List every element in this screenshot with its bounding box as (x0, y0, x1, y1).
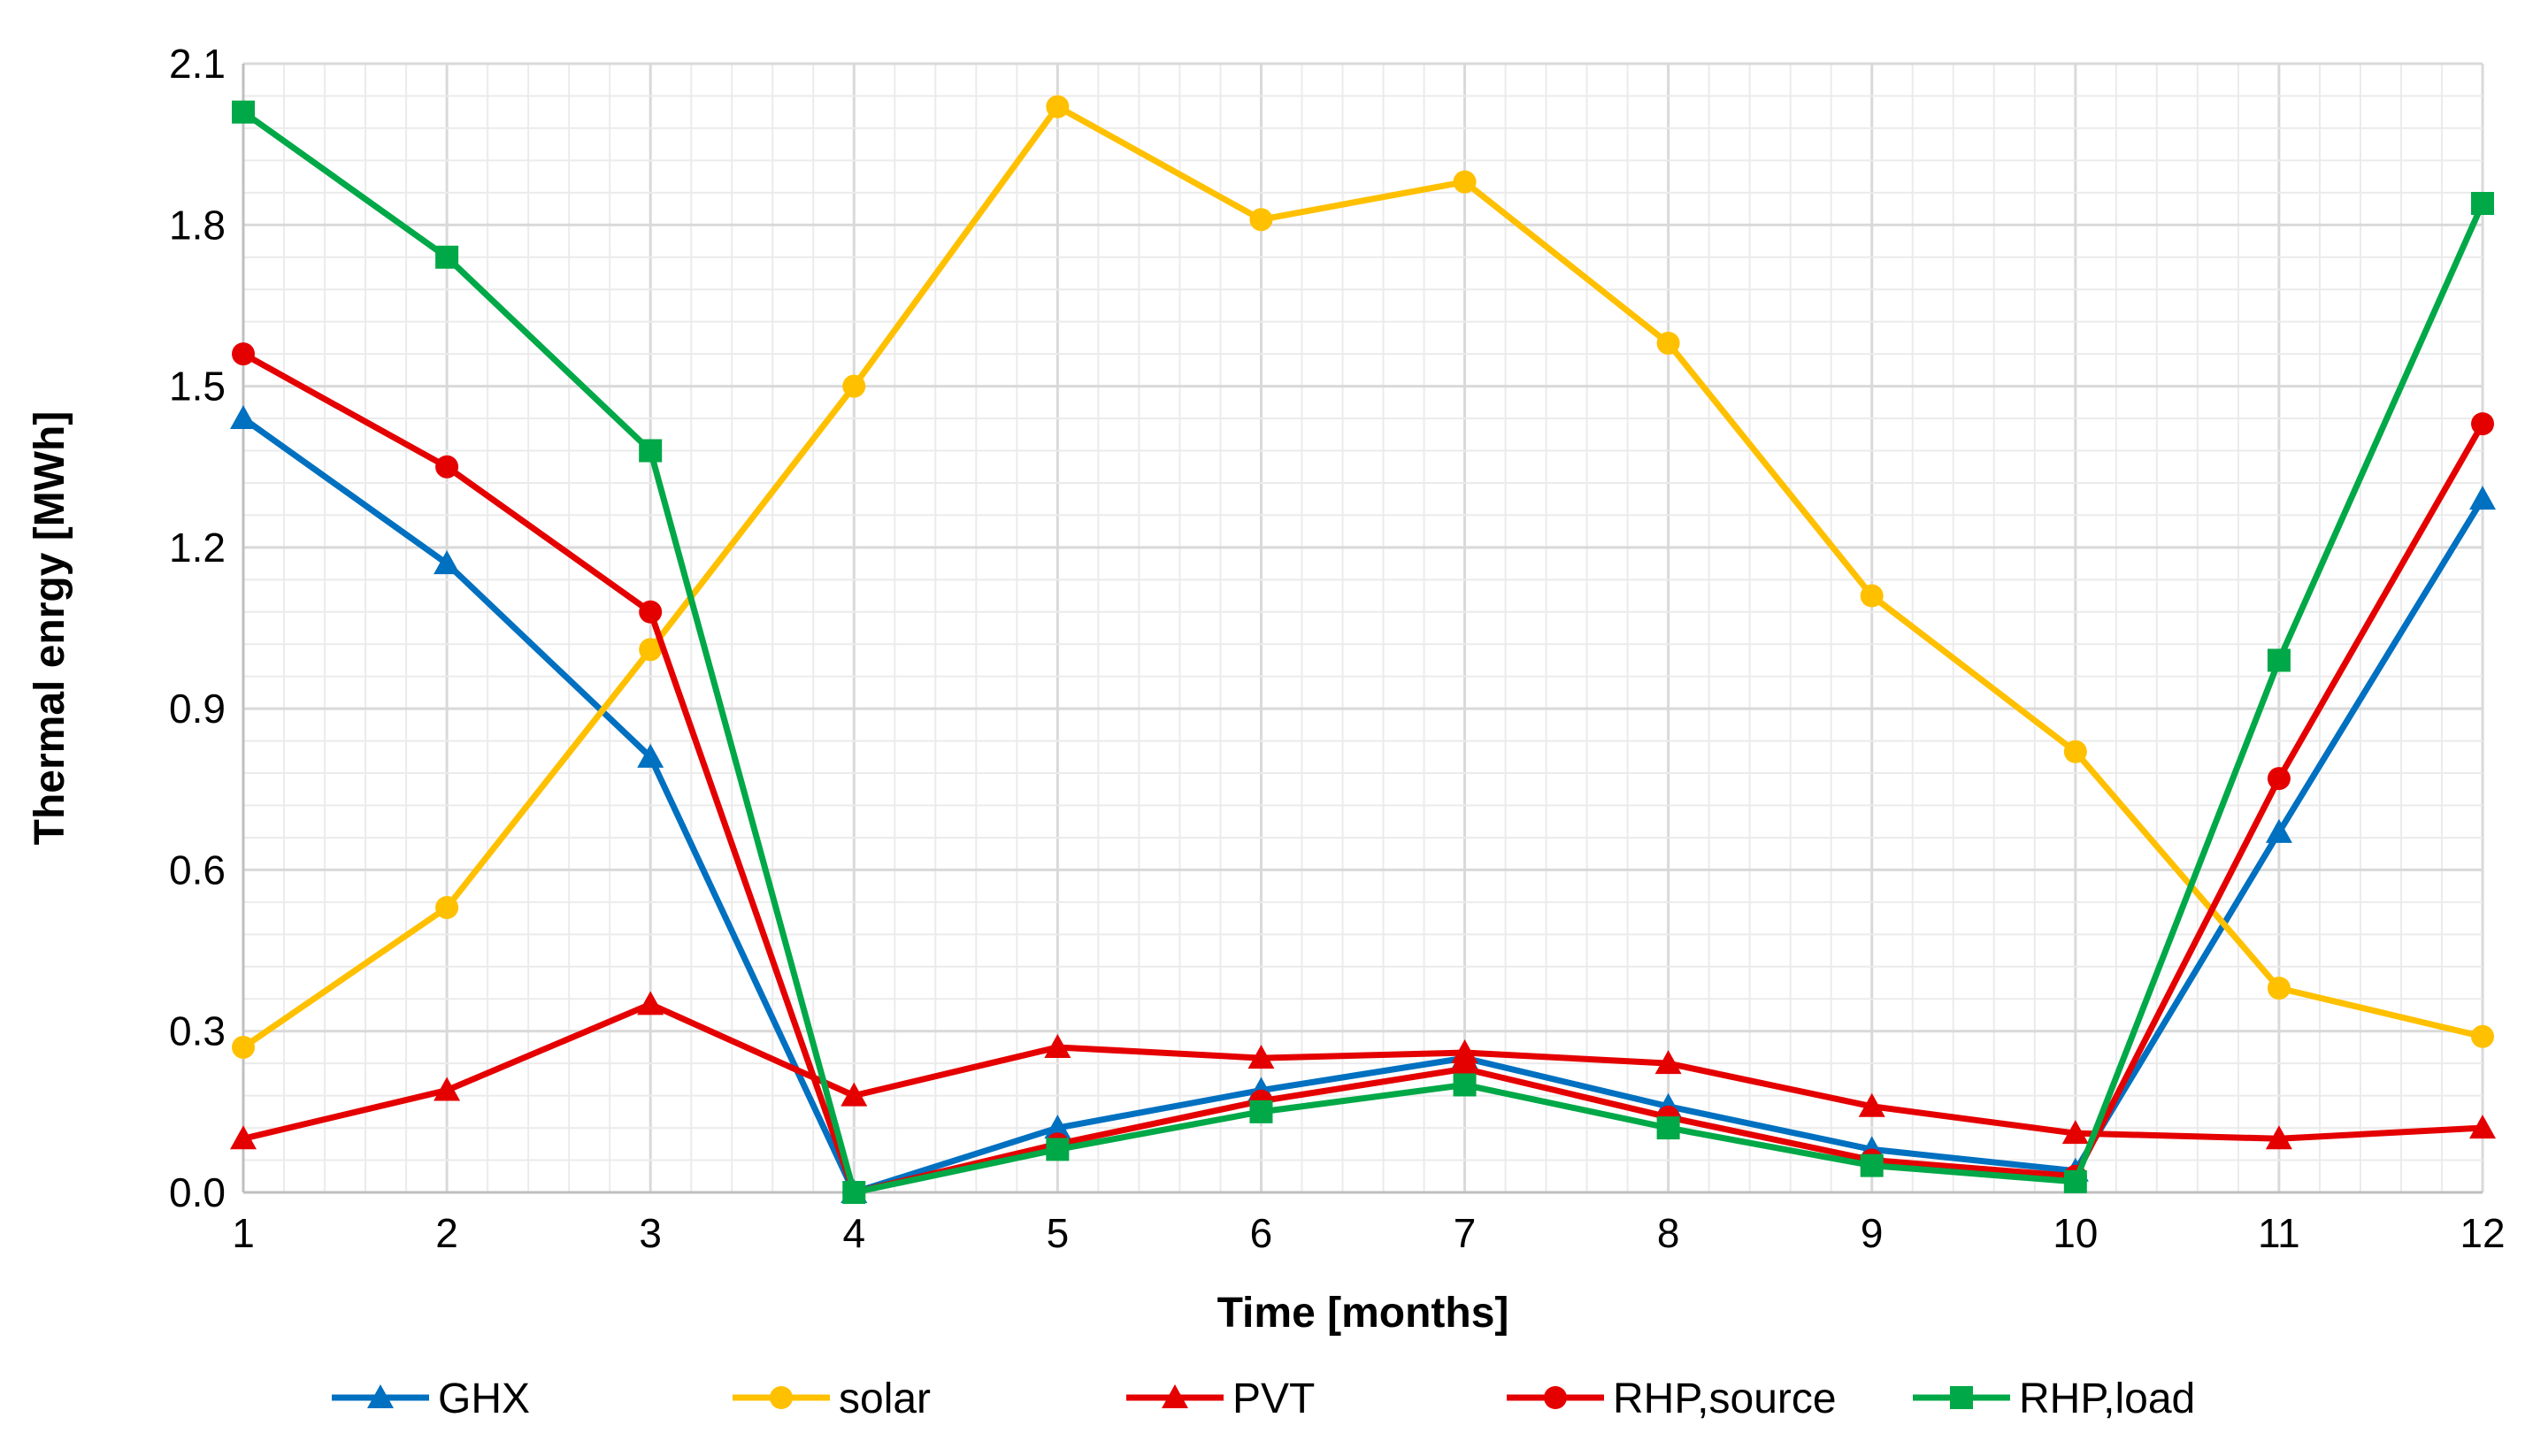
series-line-rhp-load (240, 109, 2486, 1196)
data-point-rhp-load (842, 1181, 866, 1204)
legend-item-ghx: GHX (332, 1376, 530, 1422)
x-tick-label: 2 (435, 1210, 458, 1256)
y-tick-label: 1.8 (169, 202, 226, 248)
data-point-solar (1860, 584, 1884, 608)
series-rhp-load (232, 100, 2494, 1204)
data-point-solar (232, 1035, 255, 1059)
x-tick-label: 8 (1657, 1210, 1680, 1256)
legend-item-pvt: PVT (1126, 1376, 1315, 1422)
data-point-pvt (2469, 1115, 2496, 1139)
grid (242, 62, 2484, 1194)
data-point-pvt (840, 1082, 868, 1107)
data-point-ghx (230, 405, 257, 430)
data-point-solar (1656, 331, 1680, 355)
axes (242, 64, 2483, 1194)
data-point-rhp-load (639, 439, 663, 463)
data-point-solar (435, 895, 459, 919)
legend-item-rhp-load: RHP,load (1913, 1376, 2195, 1422)
data-point-rhp-source (2267, 767, 2291, 791)
x-tick-label: 9 (1861, 1210, 1884, 1256)
data-point-solar (639, 638, 663, 662)
data-point-ghx (2469, 486, 2496, 510)
legend-item-solar: solar (733, 1376, 931, 1422)
data-point-rhp-load (2471, 191, 2494, 215)
legend-label: RHP,source (1613, 1376, 1837, 1422)
data-point-pvt (2061, 1120, 2089, 1145)
legend-label: GHX (438, 1376, 530, 1422)
series-line-pvt (240, 1000, 2486, 1142)
legend-label: PVT (1232, 1376, 1315, 1422)
data-point-pvt (230, 1125, 257, 1150)
data-point-solar (2267, 977, 2291, 1000)
data-point-rhp-load (2267, 648, 2291, 672)
x-tick-label: 7 (1454, 1210, 1477, 1256)
data-point-solar (2063, 739, 2087, 763)
legend-swatch-marker (1950, 1386, 1973, 1409)
legend-swatch-marker (367, 1384, 394, 1408)
series-line-rhp-source (240, 350, 2486, 1196)
data-point-pvt (1247, 1045, 1275, 1069)
data-point-rhp-load (1656, 1116, 1680, 1140)
data-point-solar (842, 374, 866, 398)
x-tick-label: 6 (1250, 1210, 1273, 1256)
series-solar (232, 95, 2494, 1059)
data-point-solar (1453, 170, 1477, 194)
data-point-rhp-load (232, 100, 255, 124)
legend-swatch-marker (1544, 1386, 1567, 1409)
x-tick-label: 10 (2053, 1210, 2098, 1256)
data-point-ghx (637, 743, 664, 768)
series-line-solar (240, 103, 2486, 1051)
legend-swatch-marker (1162, 1384, 1188, 1408)
data-point-rhp-source (435, 455, 459, 479)
y-tick-label: 0.9 (169, 686, 226, 732)
x-tick-label: 1 (232, 1210, 255, 1256)
tick-labels: 1 2 3 4 5 6 7 8 9 10 11 120.00.30.60.91.21.51.82.1 (169, 41, 2506, 1256)
data-point-rhp-load (2063, 1169, 2087, 1193)
legend: GHX solar PVT RHP,source RHP,load (332, 1376, 2195, 1422)
data-point-pvt (434, 1077, 461, 1101)
data-point-rhp-load (1249, 1100, 1273, 1123)
data-point-pvt (2265, 1125, 2292, 1150)
y-tick-label: 0.6 (169, 847, 226, 893)
legend-label: solar (839, 1376, 931, 1422)
data-point-pvt (1654, 1050, 1682, 1075)
legend-label: RHP,load (2019, 1376, 2195, 1422)
data-point-rhp-load (1860, 1153, 1884, 1177)
data-point-rhp-source (2471, 412, 2494, 436)
data-point-ghx (1044, 1115, 1071, 1139)
legend-swatch-marker (770, 1386, 793, 1409)
x-tick-label: 3 (639, 1210, 662, 1256)
data-point-pvt (1858, 1092, 1885, 1117)
x-axis-title: Time [months] (1217, 1290, 1509, 1337)
data-point-solar (1249, 208, 1273, 232)
x-tick-label: 12 (2460, 1210, 2505, 1256)
data-point-ghx (2265, 818, 2292, 843)
data-point-solar (1046, 95, 1070, 119)
legend-item-rhp-source: RHP,source (1507, 1376, 1837, 1422)
data-point-rhp-load (435, 245, 459, 269)
y-tick-label: 0.0 (169, 1169, 226, 1215)
y-axis-title: Thermal enrgy [MWh] (27, 411, 73, 846)
data-point-rhp-load (1453, 1073, 1477, 1097)
data-point-pvt (1451, 1039, 1478, 1064)
x-tick-label: 11 (2258, 1210, 2300, 1256)
data-point-rhp-load (1046, 1138, 1070, 1161)
x-tick-label: 5 (1047, 1210, 1070, 1256)
data-point-solar (2471, 1024, 2494, 1048)
data-point-rhp-source (639, 600, 663, 624)
y-tick-label: 1.2 (169, 525, 226, 571)
x-tick-label: 4 (842, 1210, 865, 1256)
y-tick-label: 0.3 (169, 1008, 226, 1054)
y-tick-label: 2.1 (169, 41, 226, 87)
data-point-pvt (637, 991, 664, 1015)
data-point-ghx (434, 550, 461, 575)
series-group (230, 95, 2496, 1204)
data-point-pvt (1044, 1033, 1071, 1058)
series-pvt (230, 991, 2496, 1150)
y-tick-label: 1.5 (169, 364, 226, 410)
data-point-rhp-source (232, 342, 255, 366)
